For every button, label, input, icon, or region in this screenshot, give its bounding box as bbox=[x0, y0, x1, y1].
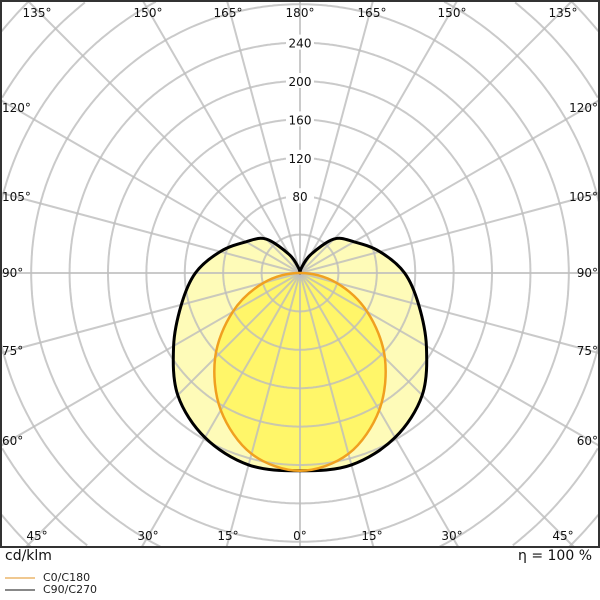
grid-spoke bbox=[299, 0, 573, 274]
grid-spoke bbox=[299, 272, 575, 548]
radial-tick-bg bbox=[286, 149, 314, 165]
angle-tick-label: 165° bbox=[214, 6, 243, 20]
angle-tick-label: 120° bbox=[569, 101, 598, 115]
grid-circle bbox=[1, 1, 599, 547]
angle-tick-label: 15° bbox=[361, 529, 382, 543]
grid-spoke bbox=[0, 272, 301, 355]
legend-swatch bbox=[5, 577, 35, 579]
radial-tick-bg bbox=[286, 34, 314, 50]
radial-tick-bg bbox=[286, 73, 314, 88]
angle-tick-label: 180° bbox=[286, 6, 315, 20]
angle-tick-label: 15° bbox=[217, 529, 238, 543]
angle-tick-label: 75° bbox=[577, 344, 598, 358]
angle-tick-label: 75° bbox=[2, 344, 23, 358]
grid-spoke bbox=[299, 191, 600, 274]
angle-tick-label: 165° bbox=[358, 6, 387, 20]
angle-tick-label: 30° bbox=[441, 529, 462, 543]
radial-tick-label: 80 bbox=[292, 190, 307, 204]
angle-tick-label: 90° bbox=[577, 266, 598, 280]
grid-spoke bbox=[299, 272, 600, 447]
legend-item-c0: C0/C180 bbox=[5, 572, 90, 584]
grid-spoke bbox=[0, 272, 301, 447]
radial-tick-label: 120 bbox=[289, 152, 312, 166]
radial-tick-bg bbox=[286, 188, 314, 204]
angle-tick-label: 90° bbox=[2, 266, 23, 280]
angle-tick-label: 60° bbox=[2, 434, 23, 448]
legend-item-c90: C90/C270 bbox=[5, 584, 97, 596]
grid-spoke bbox=[27, 0, 301, 274]
angle-tick-label: 120° bbox=[2, 101, 31, 115]
efficiency-label: η = 100 % bbox=[518, 548, 592, 564]
angle-tick-label: 30° bbox=[137, 529, 158, 543]
grid-circle bbox=[0, 0, 600, 548]
angle-tick-label: 135° bbox=[23, 6, 52, 20]
angle-tick-label: 45° bbox=[26, 529, 47, 543]
radial-tick-bg bbox=[286, 111, 314, 127]
angle-tick-label: 45° bbox=[552, 529, 573, 543]
grid-spoke bbox=[142, 0, 301, 274]
angle-tick-label: 150° bbox=[438, 6, 467, 20]
grid-spoke bbox=[299, 272, 375, 548]
angle-tick-label: 105° bbox=[2, 190, 31, 204]
unit-label: cd/klm bbox=[5, 548, 52, 564]
angle-tick-label: 60° bbox=[577, 434, 598, 448]
angle-tick-label: 0° bbox=[293, 529, 307, 543]
angle-tick-label: 150° bbox=[134, 6, 163, 20]
grid-spoke bbox=[225, 272, 301, 548]
grid-spoke bbox=[299, 0, 458, 274]
grid-spoke bbox=[299, 272, 600, 355]
angle-tick-label: 135° bbox=[549, 6, 578, 20]
grid-spoke bbox=[25, 272, 301, 548]
legend-swatch bbox=[5, 589, 35, 591]
series-line-c0-c180 bbox=[213, 271, 387, 473]
radial-tick-label: 160 bbox=[289, 113, 312, 127]
grid-spoke bbox=[299, 99, 600, 274]
grid-spoke bbox=[299, 0, 374, 274]
angle-tick-label: 105° bbox=[569, 190, 598, 204]
radial-tick-label: 240 bbox=[289, 37, 312, 51]
legend-label: C0/C180 bbox=[43, 571, 91, 584]
radial-tick-label: 200 bbox=[289, 75, 312, 89]
grid-spoke bbox=[226, 0, 301, 274]
grid-spoke bbox=[0, 99, 301, 274]
chart-frame bbox=[0, 0, 600, 548]
grid-spoke bbox=[0, 191, 301, 274]
legend-label: C90/C270 bbox=[43, 583, 98, 596]
grid-circle bbox=[0, 0, 600, 548]
